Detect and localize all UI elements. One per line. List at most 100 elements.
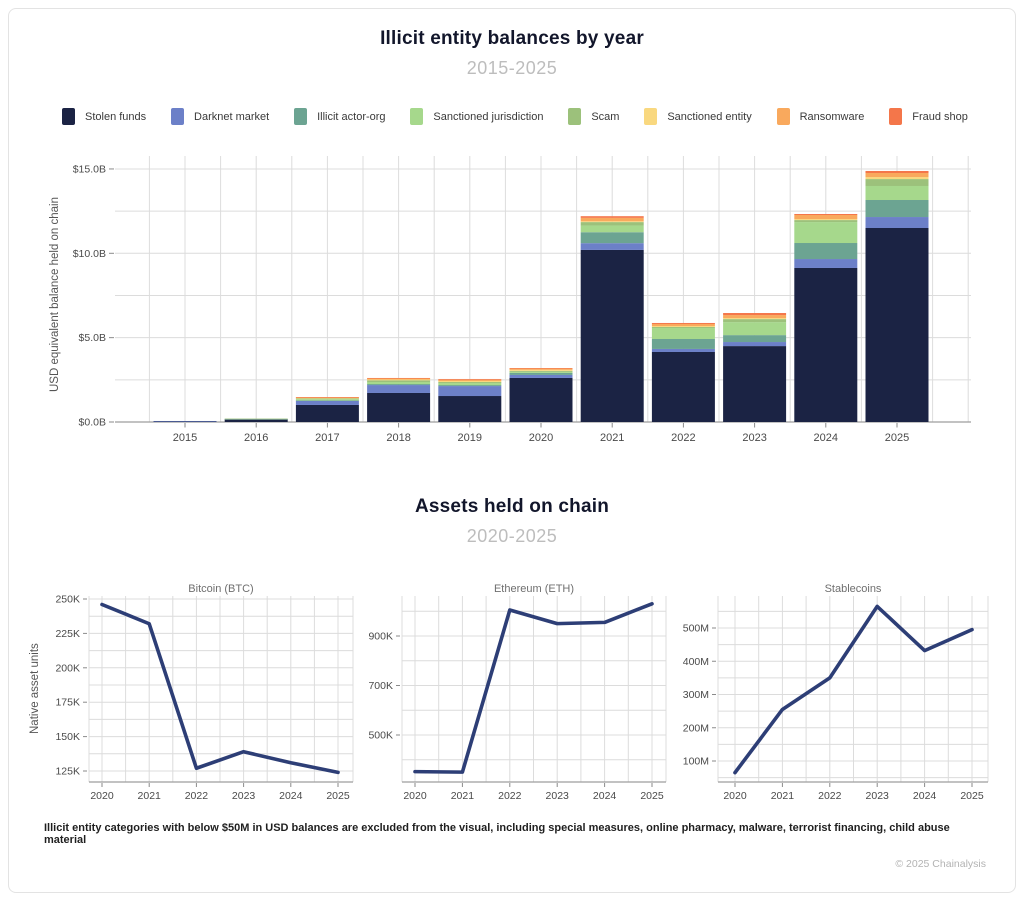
bar-segment xyxy=(865,177,929,180)
y-tick-label: 500K xyxy=(368,730,393,742)
bar-segment xyxy=(865,179,929,186)
bar-segment xyxy=(723,322,787,336)
bar-segment xyxy=(651,327,715,329)
bar-segment xyxy=(580,249,644,422)
y-tick-label: $5.0B xyxy=(79,332,106,344)
x-tick-label: 2017 xyxy=(315,432,339,444)
x-tick-label: 2022 xyxy=(498,790,522,802)
legend-item: Sanctioned jurisdiction xyxy=(410,108,543,125)
bar-segment xyxy=(580,217,644,222)
x-tick-label: 2020 xyxy=(90,790,114,802)
legend-label: Illicit actor-org xyxy=(317,110,386,123)
bar-segment xyxy=(438,381,502,383)
y-tick-label: 700K xyxy=(368,680,393,692)
report-card xyxy=(8,8,1016,893)
bar-segment xyxy=(580,216,644,218)
y-tick-label: 225K xyxy=(55,628,80,640)
x-tick-label: 2023 xyxy=(742,432,766,444)
bar-segment xyxy=(295,398,359,400)
line-chart-ethereum: 500K 700K 900K 2020 2021 2022 2023 2024 2025 Ethe… xyxy=(368,583,667,802)
x-tick-label: 2020 xyxy=(723,790,747,802)
x-tick-label: 2021 xyxy=(600,432,624,444)
bar-segment xyxy=(723,319,787,323)
x-tick-label: 2022 xyxy=(185,790,209,802)
x-tick-label: 2020 xyxy=(403,790,427,802)
x-tick-label: 2025 xyxy=(326,790,350,802)
legend-label: Darknet market xyxy=(194,110,270,123)
bar-segment xyxy=(438,383,502,386)
bar-group xyxy=(224,418,288,422)
y-tick-label: 175K xyxy=(55,697,80,709)
legend-item: Stolen funds xyxy=(62,108,146,125)
legend-swatch-icon xyxy=(644,108,658,125)
y-tick-label: 100M xyxy=(683,756,709,768)
bar-group xyxy=(367,377,431,422)
bar-segment xyxy=(509,372,573,375)
legend-label: Fraud shop xyxy=(912,110,968,123)
data-line xyxy=(413,602,654,774)
legend-swatch-icon xyxy=(294,108,308,125)
bar-segment xyxy=(295,397,359,399)
y-tick-label: 500M xyxy=(683,623,709,635)
bar-segment xyxy=(509,370,573,372)
x-tick-label: 2024 xyxy=(913,790,937,802)
bar-group xyxy=(723,313,787,422)
bar-segment xyxy=(367,382,431,385)
section-title: Assets held on chain xyxy=(414,496,610,517)
bar-segment xyxy=(651,323,715,327)
bar-segment xyxy=(580,232,644,244)
y-tick-label: 250K xyxy=(55,594,80,606)
bar-segment xyxy=(794,219,858,221)
legend-swatch-icon xyxy=(62,108,75,125)
bar-segment xyxy=(580,222,644,226)
x-tick-label: 2021 xyxy=(771,790,795,802)
bar-group xyxy=(295,397,359,422)
y-axis-label-native-units: Native asset units xyxy=(29,643,41,735)
legend-item: Scam xyxy=(568,108,619,125)
legend-swatch-icon xyxy=(889,108,903,125)
x-tick-label: 2025 xyxy=(885,432,909,444)
bar-segment xyxy=(723,342,787,347)
bar-segment xyxy=(794,243,858,260)
bar-segment xyxy=(438,378,502,380)
bar-segment xyxy=(509,369,573,371)
section-subtitle: 2020-2025 xyxy=(466,526,558,546)
mini-chart-title: Ethereum (ETH) xyxy=(494,583,574,595)
y-tick-label: 400M xyxy=(683,656,709,668)
legend-item: Sanctioned entity xyxy=(644,108,752,125)
line-chart-bitcoin: 125K 150K 175K 200K 225K 250K 2020 2021 2022 2023… xyxy=(55,583,354,802)
bar-segment xyxy=(651,338,715,349)
bar-segment xyxy=(438,382,502,384)
bar-segment xyxy=(367,378,431,380)
legend-swatch-icon xyxy=(776,108,790,125)
bar-segment xyxy=(651,348,715,352)
bar-segment xyxy=(224,418,288,420)
y-tick-label: 900K xyxy=(368,631,393,643)
bar-segment xyxy=(651,351,715,422)
legend-label: Sanctioned jurisdiction xyxy=(433,110,544,123)
page-title: Illicit entity balances by year xyxy=(380,28,644,49)
x-tick-label: 2025 xyxy=(640,790,664,802)
bar-segment xyxy=(865,170,929,173)
y-tick-label: 300M xyxy=(683,689,709,701)
bar-segment xyxy=(580,225,644,233)
bar-segment xyxy=(153,420,217,422)
bar-segment xyxy=(580,243,644,250)
x-tick-label: 2022 xyxy=(671,432,695,444)
bar-segment xyxy=(509,371,573,373)
legend-swatch-icon xyxy=(171,108,185,125)
data-line xyxy=(733,604,974,775)
legend-label: Scam xyxy=(591,110,620,123)
x-tick-label: 2015 xyxy=(173,432,197,444)
bar-segment xyxy=(295,397,359,398)
bar-group xyxy=(153,420,217,422)
bar-segment xyxy=(723,318,787,320)
x-tick-label: 2023 xyxy=(866,790,890,802)
x-tick-label: 2019 xyxy=(458,432,482,444)
bar-segment xyxy=(367,392,431,422)
bar-group xyxy=(509,368,573,422)
bar-segment xyxy=(865,199,929,218)
y-tick-label: $15.0B xyxy=(73,163,106,175)
y-tick-label: 125K xyxy=(55,766,80,778)
bar-group xyxy=(794,213,858,422)
